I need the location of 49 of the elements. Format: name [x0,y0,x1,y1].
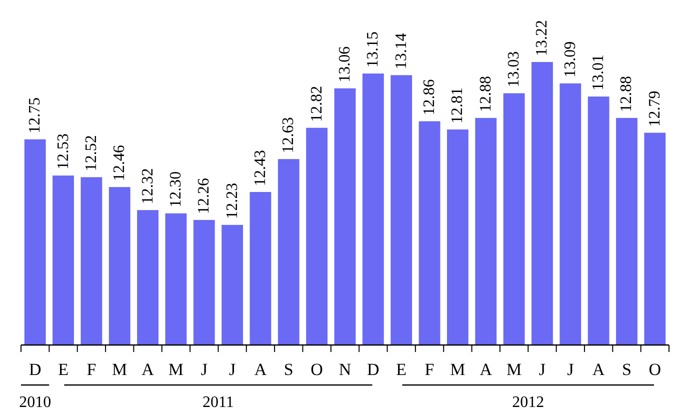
text: 2010 [19,394,52,411]
x-tick-label: F [86,360,96,379]
x-tick-label: A [142,360,155,379]
data-label: 12.30 [167,171,184,208]
data-label: 13.01 [590,54,608,91]
x-tick-label: J [567,360,574,379]
x-tick-label: S [284,360,294,379]
x-tick-label: J [200,360,208,379]
data-label: 12.53 [54,134,72,170]
x-tick-label: E [396,360,407,379]
x-tick-label: F [424,360,434,379]
x-tick-label: O [648,360,662,379]
data-label: 12.23 [224,182,241,219]
text: 2011 [202,394,234,411]
data-label: 13.15 [364,32,382,68]
data-label: 12.81 [449,87,466,124]
data-label: 13.22 [534,20,551,56]
x-tick-label: S [622,360,632,379]
x-tick-label: E [58,360,68,379]
data-label: 13.06 [336,46,354,82]
text: 2012 [512,394,544,411]
x-tick-label: M [450,360,466,379]
x-tick-label: M [112,360,128,379]
data-label: 12.43 [252,150,269,186]
x-tick-label: J [228,360,236,379]
x-tick-label: M [506,360,522,379]
data-label: 12.63 [280,117,298,154]
x-tick-label: D [367,360,380,379]
x-tick-label: J [538,360,546,379]
data-label: 12.82 [308,86,326,122]
x-tick-label: N [338,360,352,379]
data-label: 12.79 [646,90,664,127]
data-label: 12.26 [196,178,213,214]
data-label: 12.75 [26,97,44,134]
data-label: 12.52 [82,135,100,172]
x-tick-label: D [28,360,42,379]
data-label: 12.32 [139,168,156,204]
x-tick-label: A [592,360,606,379]
data-label: 12.46 [111,145,128,182]
data-label: 13.09 [562,41,579,78]
data-label: 12.88 [477,76,494,112]
x-tick-label: A [254,360,268,379]
data-label: 12.86 [421,79,438,116]
x-tick-label: O [310,360,323,379]
x-tick-label: A [480,360,493,379]
data-label: 13.14 [392,33,410,70]
data-label: 13.03 [506,51,523,88]
x-tick-label: M [168,360,184,379]
data-label: 12.88 [618,76,636,112]
